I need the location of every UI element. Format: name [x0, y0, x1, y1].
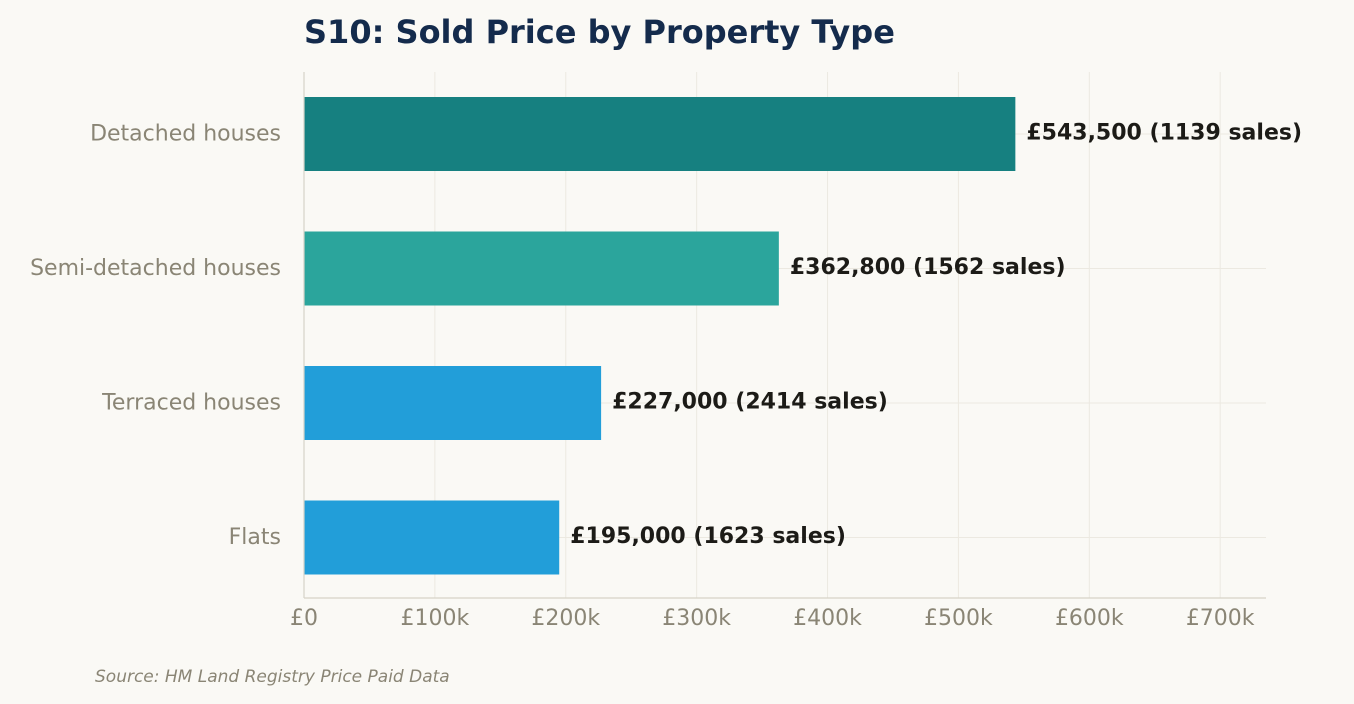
- bar: [304, 231, 779, 306]
- chart-title: S10: Sold Price by Property Type: [304, 13, 895, 51]
- data-label: £543,500 (1139 sales): [1026, 121, 1302, 146]
- x-tick-label: £300k: [662, 606, 731, 631]
- bar: [304, 97, 1016, 171]
- axes: [303, 72, 1266, 599]
- x-tick-label: £600k: [1055, 606, 1124, 631]
- x-tick-label: £700k: [1186, 606, 1255, 631]
- category-label: Semi-detached houses: [30, 256, 281, 281]
- labels: Detached houses £543,500 (1139 sales) Semi…: [30, 121, 1302, 632]
- category-label: Flats: [229, 525, 281, 550]
- x-tick-label: £500k: [924, 606, 993, 631]
- bar: [304, 500, 560, 575]
- data-label: £227,000 (2414 sales): [612, 390, 888, 415]
- x-tick-label: £400k: [793, 606, 862, 631]
- data-label: £362,800 (1562 sales): [790, 255, 1066, 280]
- category-label: Terraced houses: [101, 391, 281, 416]
- data-label: £195,000 (1623 sales): [570, 524, 846, 549]
- x-tick-label: £0: [290, 606, 318, 631]
- category-label: Detached houses: [90, 122, 281, 147]
- bar: [304, 366, 602, 440]
- bars: [304, 97, 1016, 575]
- x-tick-label: £200k: [531, 606, 600, 631]
- x-tick-label: £100k: [401, 606, 470, 631]
- source-note: Source: HM Land Registry Price Paid Data: [95, 667, 450, 687]
